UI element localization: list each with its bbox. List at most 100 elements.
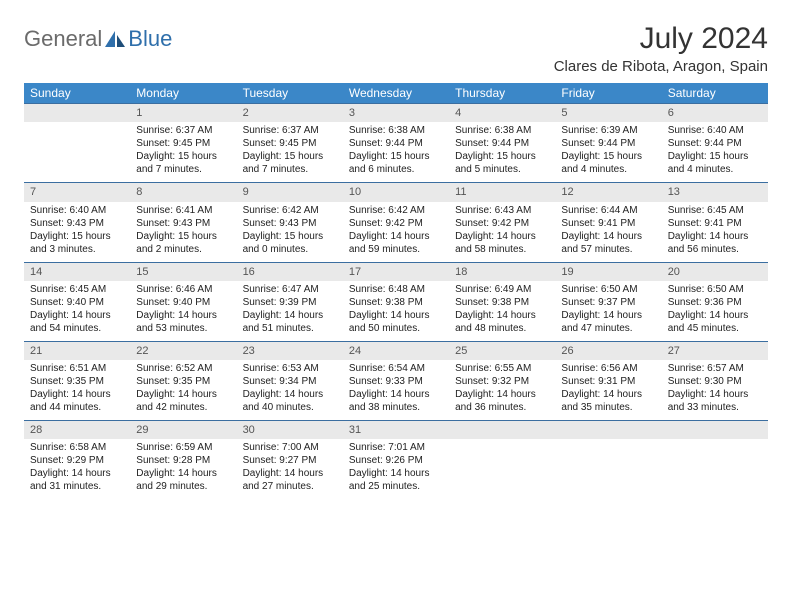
day-body: Sunrise: 6:42 AMSunset: 9:43 PMDaylight:… [237,202,343,262]
day-body: Sunrise: 6:46 AMSunset: 9:40 PMDaylight:… [130,281,236,341]
day-body: Sunrise: 7:01 AMSunset: 9:26 PMDaylight:… [343,439,449,499]
day-body: Sunrise: 6:59 AMSunset: 9:28 PMDaylight:… [130,439,236,499]
calendar-day-cell: 7Sunrise: 6:40 AMSunset: 9:43 PMDaylight… [24,182,130,261]
day-body: Sunrise: 6:50 AMSunset: 9:36 PMDaylight:… [662,281,768,341]
calendar-day-cell: 27Sunrise: 6:57 AMSunset: 9:30 PMDayligh… [662,341,768,420]
calendar-week-row: 21 Sunrise: 6:51 AM Sunset: 9:35 PM Dayligh… [24,341,768,420]
day-number: 26 [555,341,661,360]
sunrise-text: Sunrise: 6:53 AM [243,362,337,375]
sunrise-text: Sunrise: 6:38 AM [349,124,443,137]
page-header: General Blue July 2024 Clares de Ribota,… [24,22,768,75]
day-number: 20 [662,262,768,281]
day-number: 12 [555,182,661,201]
month-title: July 2024 [554,22,768,56]
day-number: 15 [130,262,236,281]
sunset-text: Sunset: 9:30 PM [668,375,762,388]
sunset-text: Sunset: 9:36 PM [668,296,762,309]
day-number: 22 [130,341,236,360]
sunrise-text: Sunrise: 6:46 AM [136,283,230,296]
daylight-text: Daylight: 15 hours and 3 minutes. [30,230,124,256]
sunrise-text: Sunrise: 6:52 AM [136,362,230,375]
sunset-text: Sunset: 9:38 PM [349,296,443,309]
daylight-text: Daylight: 15 hours and 7 minutes. [243,150,337,176]
daylight-text: Daylight: 14 hours and 33 minutes. [668,388,762,414]
sunrise-text: Sunrise: 6:54 AM [349,362,443,375]
sunrise-text: Sunrise: 6:58 AM [30,441,124,454]
sunrise-text: Sunrise: 6:51 AM [30,362,124,375]
calendar-day-cell: 8Sunrise: 6:41 AMSunset: 9:43 PMDaylight… [130,182,236,261]
logo: General Blue [24,22,172,52]
sunrise-text: Sunrise: 6:45 AM [30,283,124,296]
day-number: 23 [237,341,343,360]
sunset-text: Sunset: 9:42 PM [349,217,443,230]
calendar-page: General Blue July 2024 Clares de Ribota,… [0,0,792,499]
day-number: 30 [237,420,343,439]
sunset-text: Sunset: 9:44 PM [561,137,655,150]
weekday-header: Monday [130,83,236,103]
daylight-text: Daylight: 15 hours and 4 minutes. [561,150,655,176]
calendar-day-cell: 18Sunrise: 6:49 AMSunset: 9:38 PMDayligh… [449,262,555,341]
day-number: 2 [237,103,343,122]
daylight-text: Daylight: 14 hours and 35 minutes. [561,388,655,414]
day-body [555,439,661,489]
sunrise-text: Sunrise: 6:37 AM [136,124,230,137]
day-number: 6 [662,103,768,122]
calendar-day-cell: 25Sunrise: 6:55 AMSunset: 9:32 PMDayligh… [449,341,555,420]
day-body [24,122,130,172]
day-body: Sunrise: 6:52 AMSunset: 9:35 PMDaylight:… [130,360,236,420]
calendar-day-cell: 22Sunrise: 6:52 AMSunset: 9:35 PMDayligh… [130,341,236,420]
calendar-day-cell: 20Sunrise: 6:50 AMSunset: 9:36 PMDayligh… [662,262,768,341]
day-number: 19 [555,262,661,281]
sunrise-text: Sunrise: 7:01 AM [349,441,443,454]
title-block: July 2024 Clares de Ribota, Aragon, Spai… [554,22,768,75]
day-number: 3 [343,103,449,122]
day-body: Sunrise: 6:38 AMSunset: 9:44 PMDaylight:… [343,122,449,182]
calendar-day-cell [662,420,768,499]
calendar-day-cell [449,420,555,499]
day-number: 14 [24,262,130,281]
calendar-day-cell: 31Sunrise: 7:01 AMSunset: 9:26 PMDayligh… [343,420,449,499]
calendar-table: SundayMondayTuesdayWednesdayThursdayFrid… [24,83,768,499]
sunset-text: Sunset: 9:26 PM [349,454,443,467]
sunset-text: Sunset: 9:40 PM [136,296,230,309]
day-body: Sunrise: 6:58 AMSunset: 9:29 PMDaylight:… [24,439,130,499]
daylight-text: Daylight: 14 hours and 38 minutes. [349,388,443,414]
sunset-text: Sunset: 9:38 PM [455,296,549,309]
daylight-text: Daylight: 15 hours and 6 minutes. [349,150,443,176]
day-number: 21 [24,341,130,360]
day-number: 27 [662,341,768,360]
sunrise-text: Sunrise: 6:41 AM [136,204,230,217]
daylight-text: Daylight: 14 hours and 31 minutes. [30,467,124,493]
sunrise-text: Sunrise: 6:38 AM [455,124,549,137]
day-number: 4 [449,103,555,122]
weekday-header: Friday [555,83,661,103]
calendar-week-row: 7Sunrise: 6:40 AMSunset: 9:43 PMDaylight… [24,182,768,261]
day-number: 7 [24,182,130,201]
sunset-text: Sunset: 9:35 PM [136,375,230,388]
daylight-text: Daylight: 14 hours and 40 minutes. [243,388,337,414]
sunset-text: Sunset: 9:41 PM [561,217,655,230]
logo-text-general: General [24,26,102,52]
calendar-day-cell: 13Sunrise: 6:45 AMSunset: 9:41 PMDayligh… [662,182,768,261]
day-number: 8 [130,182,236,201]
daylight-text: Daylight: 14 hours and 54 minutes. [30,309,124,335]
sunset-text: Sunset: 9:44 PM [349,137,443,150]
daylight-text: Daylight: 14 hours and 25 minutes. [349,467,443,493]
calendar-week-row: 28Sunrise: 6:58 AMSunset: 9:29 PMDayligh… [24,420,768,499]
calendar-day-cell: 5Sunrise: 6:39 AMSunset: 9:44 PMDaylight… [555,103,661,182]
sunrise-text: Sunrise: 6:42 AM [349,204,443,217]
sunrise-text: Sunrise: 6:49 AM [455,283,549,296]
daylight-text: Daylight: 14 hours and 29 minutes. [136,467,230,493]
sunrise-text: Sunrise: 6:40 AM [668,124,762,137]
daylight-text: Daylight: 14 hours and 48 minutes. [455,309,549,335]
calendar-day-cell: 10Sunrise: 6:42 AMSunset: 9:42 PMDayligh… [343,182,449,261]
sunrise-text: Sunrise: 6:55 AM [455,362,549,375]
daylight-text: Daylight: 15 hours and 0 minutes. [243,230,337,256]
day-number: 31 [343,420,449,439]
sunset-text: Sunset: 9:43 PM [30,217,124,230]
day-number: 9 [237,182,343,201]
calendar-day-cell: 12Sunrise: 6:44 AMSunset: 9:41 PMDayligh… [555,182,661,261]
calendar-day-cell: 29Sunrise: 6:59 AMSunset: 9:28 PMDayligh… [130,420,236,499]
calendar-day-cell: 6Sunrise: 6:40 AMSunset: 9:44 PMDaylight… [662,103,768,182]
weekday-header: Tuesday [237,83,343,103]
